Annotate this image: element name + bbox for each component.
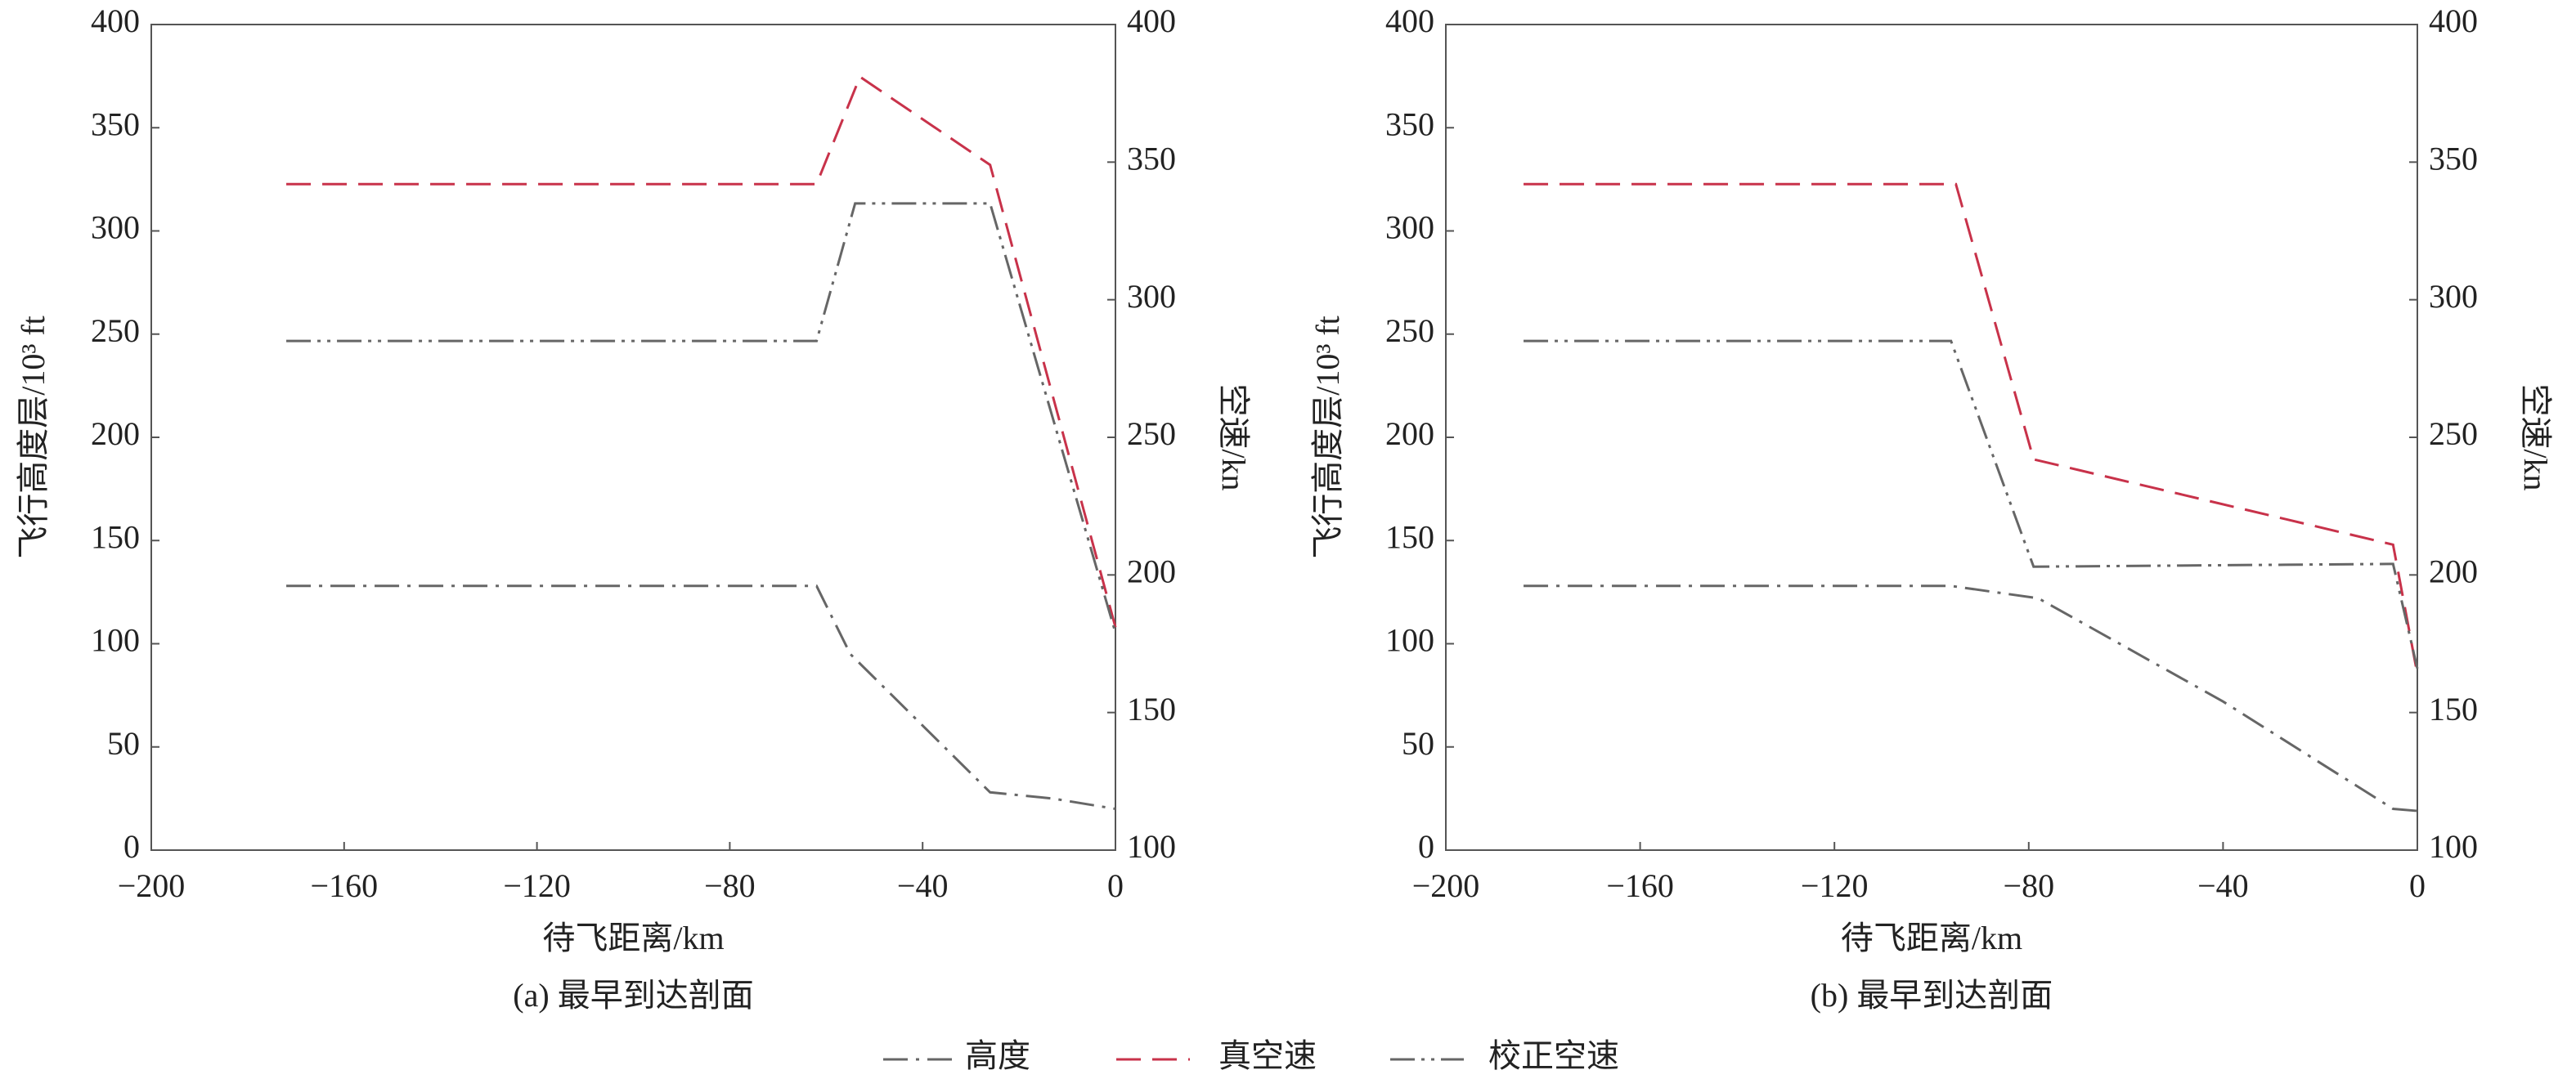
y-tick-label: 0: [123, 828, 140, 865]
x-axis-label: 待飞距离/km: [542, 920, 724, 956]
y2-tick-label: 300: [2429, 278, 2478, 315]
y-tick-label: 400: [1385, 2, 1434, 39]
series-line: 高度: [1524, 584, 2418, 813]
y2-tick-label: 250: [2429, 415, 2478, 452]
y-tick-label: 350: [1385, 105, 1434, 142]
y2-tick-label: 400: [1127, 2, 1176, 39]
chart-title: (a) 最早到达剖面: [513, 977, 753, 1014]
y-axis-label: 飞行高度层/10³ ft: [1309, 316, 1346, 559]
y2-tick-label: 250: [1127, 415, 1176, 452]
y-axis-label: 飞行高度层/10³ ft: [15, 316, 52, 559]
y2-tick-label: 400: [2429, 2, 2478, 39]
y2-axis-label: 空速/kn: [1215, 383, 1252, 490]
y2-tick-label: 350: [1127, 141, 1176, 177]
legend-label: 真空速: [1218, 1037, 1317, 1074]
y-tick-label: 300: [91, 209, 140, 246]
y2-tick-label: 100: [1127, 828, 1176, 865]
x-tick-label: −120: [503, 867, 571, 904]
plot-frame: [1445, 24, 2418, 851]
series-line: 校正空速: [1524, 339, 2419, 669]
x-tick-label: −200: [118, 867, 186, 904]
series-line: 真空速: [1524, 182, 2419, 674]
y-tick-label: 150: [1385, 518, 1434, 555]
series-line: [286, 202, 1117, 634]
legend-label: 校正空速: [1488, 1037, 1619, 1074]
y2-tick-label: 350: [2429, 141, 2478, 177]
y-tick-label: 350: [91, 105, 140, 142]
x-tick-label: −160: [311, 867, 379, 904]
chart-title: (b) 最早到达剖面: [1811, 977, 2053, 1014]
y2-axis-label: 空速/kn: [2517, 383, 2554, 490]
legend-label: 高度: [965, 1037, 1030, 1074]
y-tick-label: 250: [1385, 312, 1434, 349]
y-tick-label: 200: [1385, 415, 1434, 452]
x-axis-label: 待飞距离/km: [1841, 920, 2022, 956]
x-tick-label: −200: [1412, 867, 1480, 904]
y2-tick-label: 300: [1127, 278, 1176, 315]
x-tick-label: 0: [2409, 867, 2426, 904]
y2-tick-label: 150: [2429, 691, 2478, 728]
y-tick-label: 0: [1418, 828, 1434, 865]
x-tick-label: 0: [1107, 867, 1124, 904]
y-tick-label: 150: [91, 518, 140, 555]
y2-tick-label: 100: [2429, 828, 2478, 865]
x-tick-label: −80: [704, 867, 756, 904]
y2-tick-label: 150: [1127, 691, 1176, 728]
y-tick-label: 300: [1385, 209, 1434, 246]
y-tick-label: 50: [1402, 725, 1434, 762]
x-tick-label: −40: [2197, 867, 2249, 904]
y-tick-label: 400: [91, 2, 140, 39]
y2-tick-label: 200: [1127, 553, 1176, 590]
series-line: [286, 74, 1117, 628]
x-tick-label: −120: [1801, 867, 1869, 904]
y-tick-label: 100: [91, 622, 140, 659]
x-tick-label: −40: [897, 867, 949, 904]
y2-tick-label: 200: [2429, 553, 2478, 590]
y-tick-label: 250: [91, 312, 140, 349]
x-tick-label: −160: [1606, 867, 1674, 904]
y-tick-label: 200: [91, 415, 140, 452]
x-tick-label: −80: [2004, 867, 2055, 904]
y-tick-label: 100: [1385, 622, 1434, 659]
series-line: [286, 584, 1116, 810]
y-tick-label: 50: [107, 725, 140, 762]
plot-frame: [150, 24, 1116, 851]
